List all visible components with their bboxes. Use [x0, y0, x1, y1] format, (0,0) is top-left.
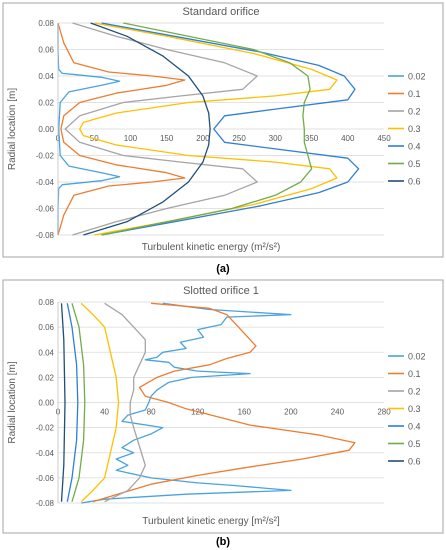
series-line-0.6 — [83, 22, 211, 236]
series-line-0.4 — [101, 22, 360, 236]
legend-label-0.02: 0.02 — [408, 72, 426, 82]
y-axis-label: Radial location [m] — [7, 88, 18, 170]
y-tick-label: -0.08 — [36, 499, 55, 508]
legend-label-0.6: 0.6 — [408, 177, 421, 187]
y-tick-label: 0.06 — [38, 323, 54, 332]
series-line-0.02 — [81, 302, 292, 504]
x-tick-label: 80 — [147, 408, 156, 417]
legend: 0.02 0.1 0.2 0.3 0.4 0.5 0.6 — [388, 352, 426, 467]
legend-label-0.3: 0.3 — [408, 404, 421, 414]
y-tick-label: 0.02 — [38, 373, 54, 382]
y-tick-label: -0.02 — [36, 424, 55, 433]
y-tick-label: -0.06 — [36, 474, 55, 483]
series-line-0.3 — [79, 22, 338, 236]
y-tick-label: -0.06 — [36, 205, 55, 214]
series-line-0.4 — [66, 303, 79, 502]
y-tick-label: -0.02 — [36, 152, 55, 161]
x-tick-label: 200 — [196, 134, 210, 143]
legend-label-0.4: 0.4 — [408, 422, 421, 432]
x-tick-label: 350 — [305, 134, 319, 143]
x-axis-label: Turbulent kinetic energy [m²/s²] — [142, 516, 280, 527]
legend-label-0.1: 0.1 — [408, 89, 421, 99]
y-tick-label: 0.04 — [38, 348, 54, 357]
series-line-0.3 — [80, 302, 120, 503]
x-tick-label: 300 — [269, 134, 283, 143]
x-tick-label: 400 — [341, 134, 355, 143]
y-tick-label: -0.08 — [36, 231, 55, 240]
legend: 0.02 0.1 0.2 0.3 0.4 0.5 0.6 — [388, 72, 426, 187]
legend-label-0.2: 0.2 — [408, 107, 421, 117]
x-tick-label: 160 — [238, 408, 252, 417]
series-line-0.2 — [64, 22, 258, 236]
y-tick-label: 0.08 — [38, 19, 54, 28]
panel-caption: (a) — [216, 263, 230, 275]
y-tick-label: -0.04 — [36, 178, 55, 187]
series-line-0.1 — [92, 302, 356, 503]
y-axis-label: Radial location [m] — [7, 361, 18, 443]
x-tick-label: 40 — [100, 408, 109, 417]
chart-frame — [2, 2, 444, 258]
y-tick-label: 0.00 — [38, 125, 54, 134]
x-tick-label: 200 — [284, 408, 298, 417]
x-tick-label: 150 — [160, 134, 174, 143]
y-tick-label: 0.08 — [38, 298, 54, 307]
legend-label-0.4: 0.4 — [408, 142, 421, 152]
x-tick-label: 450 — [377, 134, 391, 143]
legend-label-0.3: 0.3 — [408, 124, 421, 134]
legend-label-0.5: 0.5 — [408, 439, 421, 449]
legend-label-0.2: 0.2 — [408, 387, 421, 397]
series-line-0.5 — [71, 303, 86, 502]
x-tick-label: 240 — [331, 408, 345, 417]
x-tick-label: 280 — [377, 408, 391, 417]
legend-label-0.6: 0.6 — [408, 457, 421, 467]
series-line-0.5 — [101, 22, 313, 236]
chart-title: Slotted orifice 1 — [183, 285, 259, 297]
y-tick-label: 0.00 — [38, 399, 54, 408]
series-line-0.1 — [57, 22, 186, 236]
chart-title: Standard orifice — [182, 6, 259, 18]
x-axis-label: Turbulent kinetic energy (m²/s²) — [142, 242, 281, 253]
x-tick-label: 250 — [232, 134, 246, 143]
y-tick-label: 0.06 — [38, 46, 54, 55]
y-tick-label: 0.04 — [38, 72, 54, 81]
chart-panel-2: Slotted orifice 1 0.08 0.06 0.04 0.02 0.00 -0.… — [2, 279, 444, 534]
legend-label-0.5: 0.5 — [408, 159, 421, 169]
y-tick-label: -0.04 — [36, 449, 55, 458]
legend-label-0.1: 0.1 — [408, 369, 421, 379]
panel-caption: (b) — [216, 536, 230, 548]
series-line-0.6 — [60, 303, 66, 502]
y-tick-label: 0.02 — [38, 99, 54, 108]
x-tick-label: 100 — [124, 134, 138, 143]
legend-label-0.02: 0.02 — [408, 352, 426, 362]
series-line-0.02 — [57, 23, 121, 235]
chart-panel-1: Standard orifice 0.08 0.06 0.04 0.02 0.00 -0.0… — [2, 2, 444, 258]
series-line-0.2 — [104, 302, 146, 503]
